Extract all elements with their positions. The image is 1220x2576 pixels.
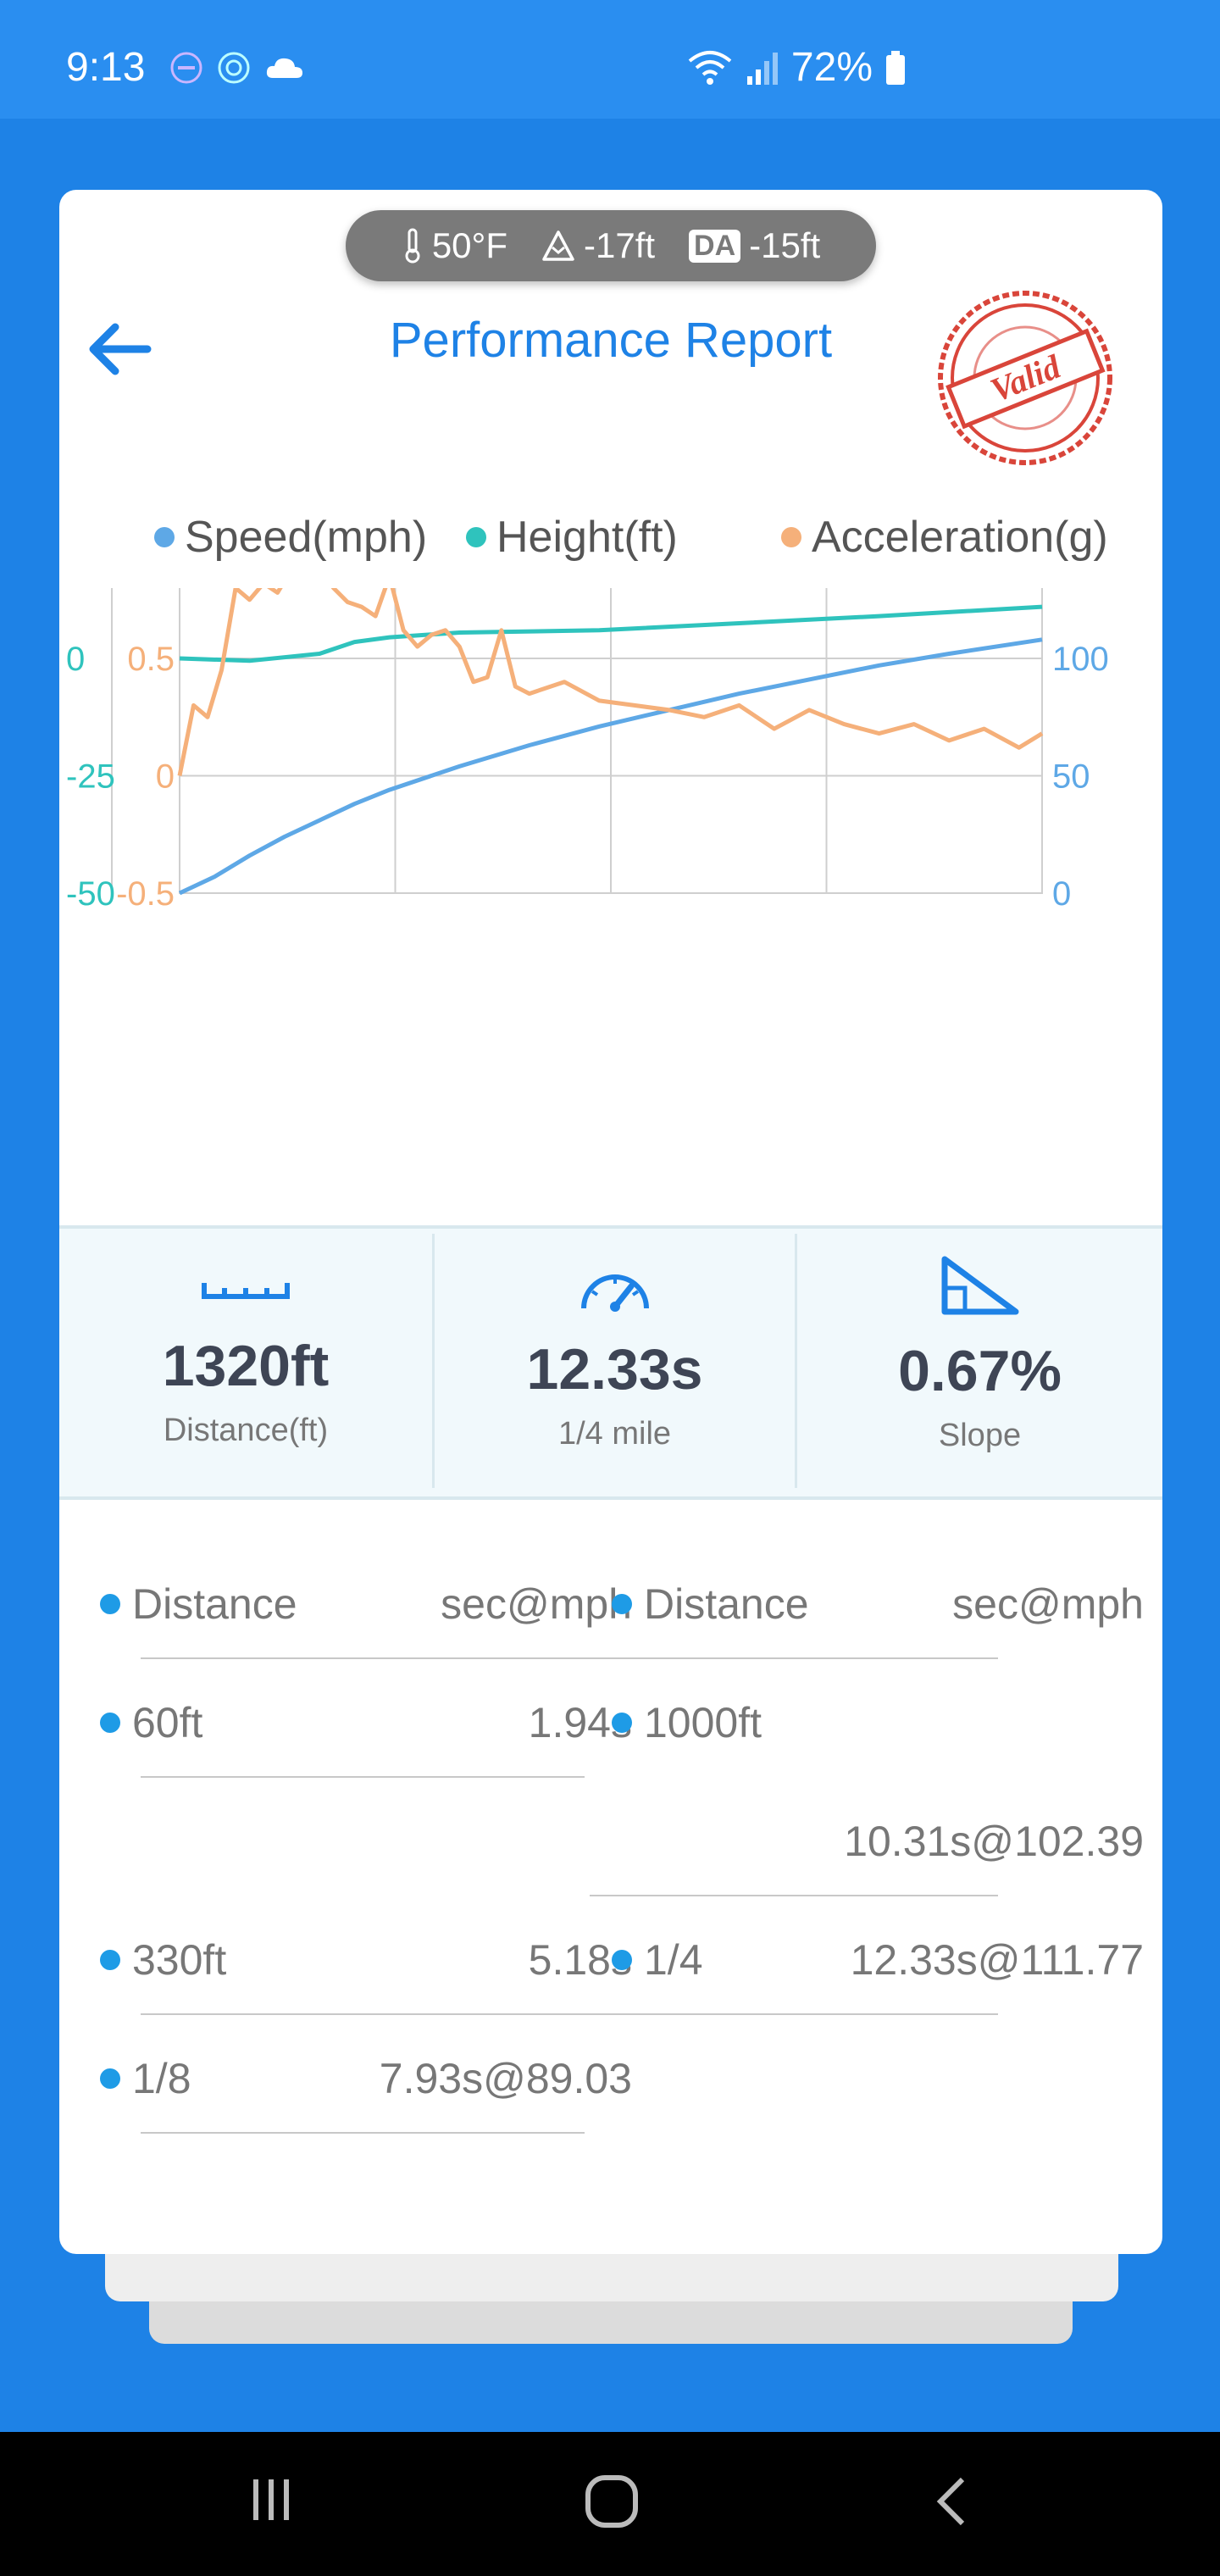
density-altitude: -15ft: [749, 225, 821, 265]
split-time: 10.31s@102.39: [844, 1818, 1144, 1865]
slope-icon: [941, 1256, 1018, 1315]
stat-distance: 1320ft Distance(ft): [59, 1229, 432, 1496]
split-time: 12.33s@111.77: [850, 1936, 1144, 1984]
battery-icon: [886, 50, 905, 85]
split-distance: 1000ft: [644, 1699, 762, 1746]
height-axis-tick-label: -25: [66, 758, 115, 796]
header-secmph-left: sec@mph: [441, 1580, 632, 1628]
status-bar: 9:13 72%: [0, 0, 1220, 119]
split-row: 60ft: [100, 1698, 202, 1747]
header-secmph-right: sec@mph: [952, 1580, 1144, 1628]
stat-slope: 0.67% Slope: [797, 1229, 1162, 1496]
stat-distance-value: 1320ft: [162, 1334, 330, 1398]
stat-slope-value: 0.67%: [898, 1339, 1062, 1403]
report-card: 50°F -17ft DA -15ft Performance Report V…: [59, 190, 1162, 2254]
legend-acceleration: Acceleration(g): [781, 512, 1108, 563]
app-icon: [218, 52, 250, 84]
media-icon: [170, 52, 202, 84]
summary-stats: 1320ft Distance(ft) 12.33s 1/4 mile 0.67…: [59, 1225, 1162, 1500]
environment-pill: 50°F -17ft DA -15ft: [346, 210, 876, 281]
split-distance: 1/8: [132, 2055, 191, 2102]
stat-distance-label: Distance(ft): [163, 1413, 329, 1448]
da-badge: DA: [689, 229, 741, 263]
height-axis-tick-label: 0: [66, 641, 85, 678]
split-distance: 60ft: [132, 1699, 203, 1746]
stat-time-value: 12.33s: [526, 1337, 703, 1402]
legend-acceleration-label: Acceleration(g): [812, 513, 1108, 562]
valid-stamp: Valid: [938, 291, 1112, 465]
stat-time-label: 1/4 mile: [557, 1416, 672, 1452]
split-distance: 330ft: [132, 1936, 227, 1984]
home-button[interactable]: [585, 2474, 639, 2529]
accel-axis-tick-label: 0: [156, 758, 175, 796]
back-nav-button[interactable]: [932, 2474, 969, 2529]
wifi-icon: [688, 50, 732, 85]
thermometer-icon: [405, 228, 420, 264]
height-series-line: [179, 604, 1043, 663]
splits-header-right: Distance: [612, 1579, 809, 1629]
battery-percent: 72%: [790, 45, 873, 90]
split-row: 330ft: [100, 1935, 226, 1985]
speedometer-icon: [580, 1274, 649, 1312]
performance-chart: 50250-25-501.510.50-0.5200150100500: [66, 588, 1109, 913]
temperature: 50°F: [431, 225, 507, 265]
header-distance-right: Distance: [644, 1580, 809, 1628]
speed-series-line: [178, 637, 1043, 896]
legend-speed: Speed(mph): [154, 512, 427, 563]
page-title: Performance Report: [389, 313, 833, 368]
legend-height-label: Height(ft): [496, 513, 678, 562]
cloud-icon: [266, 58, 302, 78]
speed-axis-tick-label: 50: [1052, 758, 1090, 796]
legend-height: Height(ft): [466, 512, 678, 563]
stat-quarter-mile: 12.33s 1/4 mile: [435, 1229, 795, 1496]
back-button[interactable]: [80, 307, 164, 391]
split-row: 1/4: [612, 1935, 703, 1985]
system-nav-bar: [0, 2432, 1220, 2576]
split-distance: 1/4: [644, 1936, 703, 1984]
signal-icon: [746, 52, 778, 85]
ruler-icon: [202, 1283, 290, 1299]
recent-apps-button[interactable]: [246, 2474, 297, 2525]
speed-axis-tick-label: 100: [1052, 641, 1109, 678]
arrow-left-icon: [89, 323, 152, 375]
split-time: 7.93s@89.03: [379, 2055, 632, 2102]
accel-axis-tick-label: 0.5: [127, 641, 175, 678]
split-row: 1000ft: [612, 1698, 762, 1747]
accel-axis-tick-label: -0.5: [116, 875, 175, 913]
speed-axis-tick-label: 0: [1052, 875, 1071, 913]
legend-speed-label: Speed(mph): [185, 513, 428, 562]
stat-slope-label: Slope: [938, 1418, 1022, 1453]
altitude-icon: [542, 230, 574, 261]
accel-series-line: [177, 588, 1044, 776]
header-distance-left: Distance: [132, 1580, 297, 1628]
status-time: 9:13: [66, 45, 146, 90]
split-row: 1/8: [100, 2054, 191, 2103]
splits-header-left: Distance: [100, 1579, 297, 1629]
altitude: -17ft: [583, 225, 656, 265]
height-axis-tick-label: -50: [66, 875, 115, 913]
card-stack-back: [149, 2296, 1073, 2344]
